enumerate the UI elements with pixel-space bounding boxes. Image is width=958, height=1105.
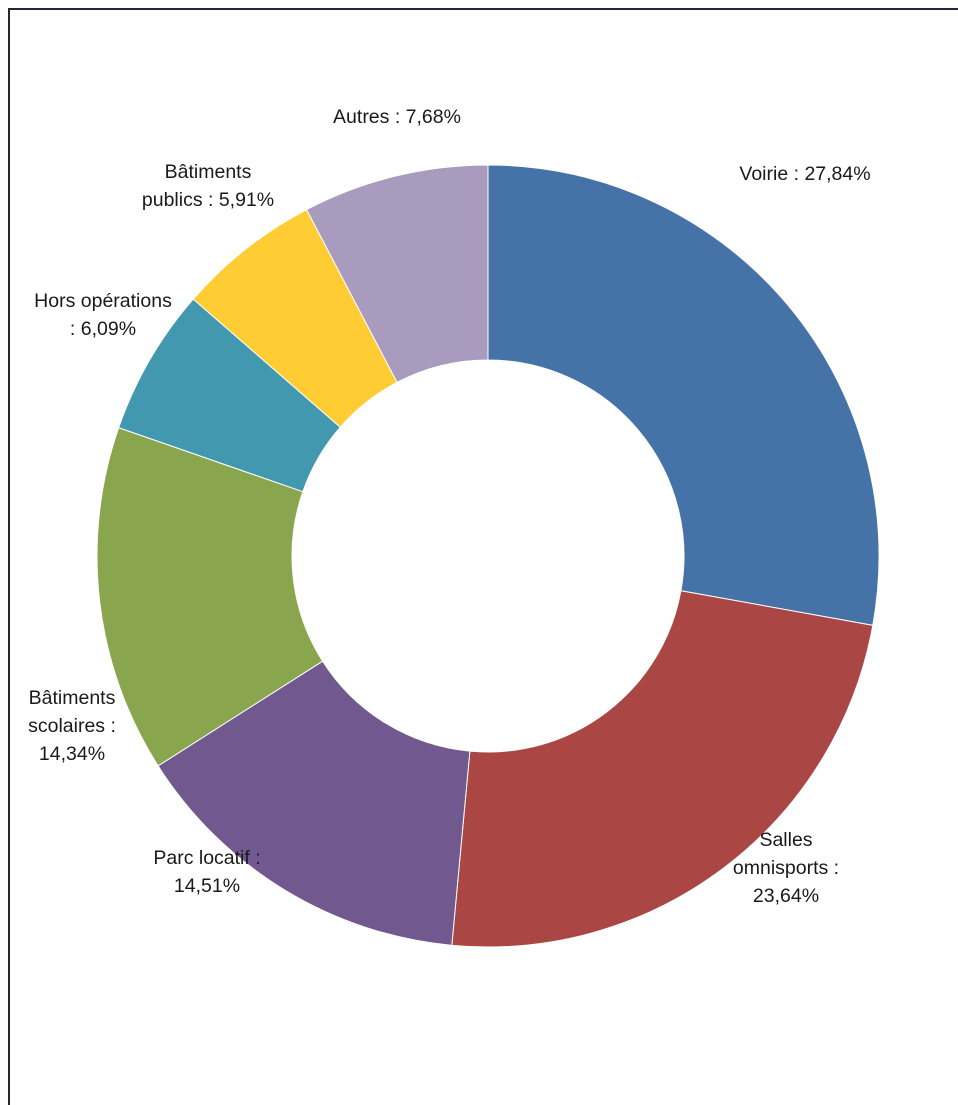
slice-b-timents-scolaires: [96, 427, 324, 767]
labels-group: Voirie : 27,84% Salles omnisports : 23,64% P…: [28, 106, 870, 907]
data-label-line: Hors opérations: [34, 290, 172, 312]
data-label-hors-op-rations: Hors opérations : 6,09%: [34, 290, 172, 340]
data-label-autres: Autres : 7,68%: [333, 106, 461, 128]
data-label-line: Voirie : 27,84%: [739, 163, 870, 185]
slices-group: [96, 164, 880, 948]
data-label-line: Parc locatif :: [153, 847, 260, 869]
slice-voirie: [487, 164, 880, 626]
data-label-b-timents-scolaires: Bâtiments scolaires : 14,34%: [28, 687, 116, 765]
data-label-line: publics : 5,91%: [142, 189, 274, 211]
data-label-line: : 6,09%: [70, 318, 136, 340]
slice-parc-locatif: [157, 660, 471, 946]
slice-salles-omnisports: [451, 590, 874, 948]
data-label-line: Bâtiments: [29, 687, 116, 709]
slice-autres: [305, 164, 489, 384]
data-label-line: scolaires :: [28, 715, 116, 737]
data-label-b-timents-publics: Bâtiments publics : 5,91%: [142, 161, 274, 211]
data-label-line: Bâtiments: [165, 161, 252, 183]
data-label-line: Autres : 7,68%: [333, 106, 461, 128]
data-label-line: omnisports :: [733, 857, 839, 879]
data-label-line: Salles: [759, 829, 812, 851]
data-label-voirie: Voirie : 27,84%: [739, 163, 870, 185]
data-label-salles-omnisports: Salles omnisports : 23,64%: [733, 829, 839, 907]
data-label-parc-locatif: Parc locatif : 14,51%: [153, 847, 260, 897]
data-label-line: 14,34%: [39, 743, 105, 765]
data-label-line: 23,64%: [753, 885, 819, 907]
data-label-line: 14,51%: [174, 875, 240, 897]
